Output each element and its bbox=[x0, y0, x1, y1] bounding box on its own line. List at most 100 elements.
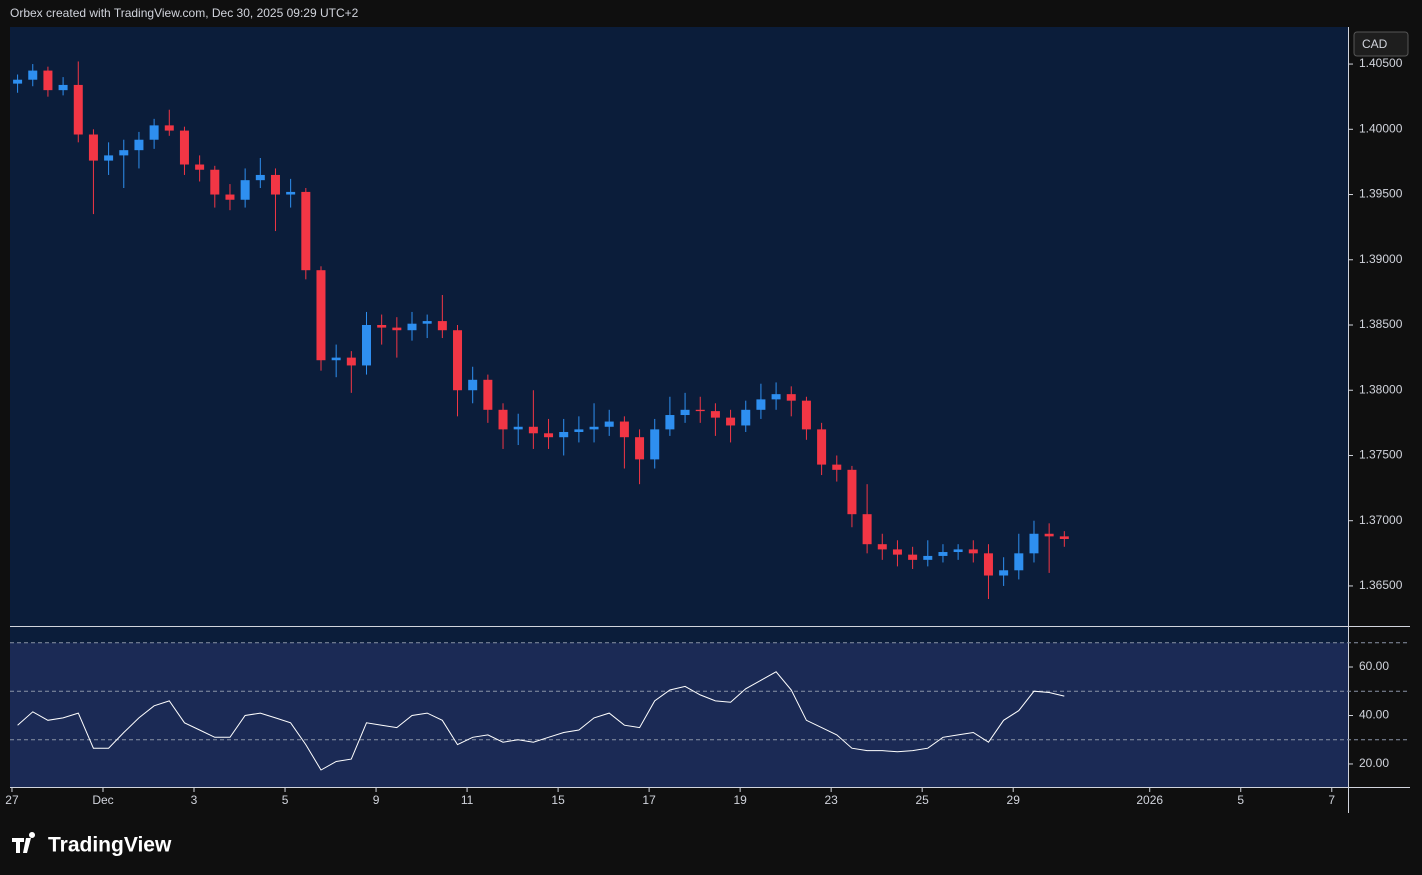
candle-body bbox=[544, 433, 554, 438]
candle-body bbox=[619, 421, 629, 438]
candle-body bbox=[468, 379, 478, 391]
candle-body bbox=[210, 169, 220, 195]
y-tick-label: 1.38500 bbox=[1359, 317, 1403, 331]
candle-body bbox=[43, 70, 53, 91]
candle-body bbox=[574, 429, 584, 432]
candle-body bbox=[908, 554, 918, 560]
candle-body bbox=[316, 270, 326, 361]
candle-body bbox=[331, 357, 341, 361]
candle-body bbox=[983, 553, 993, 576]
x-tick-label: 11 bbox=[461, 793, 474, 807]
candle-body bbox=[968, 549, 978, 554]
x-tick-label: 29 bbox=[1007, 793, 1021, 807]
candle-body bbox=[1044, 533, 1054, 537]
candle-body bbox=[88, 134, 98, 161]
candle-body bbox=[680, 409, 690, 416]
candle-body bbox=[437, 321, 447, 331]
candle-body bbox=[377, 324, 387, 328]
header: Orbex created with TradingView.com, Dec … bbox=[10, 6, 359, 20]
y-tick-label: 1.39000 bbox=[1359, 252, 1403, 266]
x-tick-label: 17 bbox=[642, 793, 656, 807]
logo-icon bbox=[12, 831, 36, 853]
candle-body bbox=[877, 544, 887, 550]
candle-body bbox=[665, 415, 675, 430]
candle-body bbox=[847, 469, 857, 515]
rsi-line bbox=[17, 671, 1065, 771]
candle-body bbox=[710, 411, 720, 418]
rsi-band bbox=[10, 642, 1348, 787]
candle-body bbox=[999, 570, 1009, 576]
candle-body bbox=[1014, 553, 1024, 571]
x-tick-label: 15 bbox=[551, 793, 565, 807]
candle-body bbox=[270, 174, 280, 195]
x-tick-label: 3 bbox=[191, 793, 198, 807]
candle-body bbox=[892, 549, 902, 555]
candle-body bbox=[58, 84, 68, 91]
candle-body bbox=[953, 549, 963, 553]
currency-button[interactable] bbox=[1353, 31, 1409, 57]
candle-body bbox=[195, 164, 205, 170]
candle-body bbox=[301, 191, 311, 271]
candle-body bbox=[119, 150, 129, 156]
candle-body bbox=[361, 324, 371, 366]
candle-body bbox=[13, 79, 23, 84]
candle-body bbox=[104, 155, 114, 161]
y-tick-label: 1.40000 bbox=[1359, 121, 1403, 135]
candle-body bbox=[923, 555, 933, 560]
candle-body bbox=[1029, 533, 1039, 554]
candle-body bbox=[862, 514, 872, 545]
candle-body bbox=[1059, 536, 1069, 539]
candle-body bbox=[589, 426, 599, 430]
y-tick-label: 60.00 bbox=[1359, 659, 1389, 673]
candle-body bbox=[149, 125, 159, 140]
plot: 27 Dec 3 5 9 11 15 17 19 23 25 29 2026 5 7 1.36500 1.370… bbox=[5, 56, 1410, 807]
price-pane bbox=[10, 27, 1348, 626]
candle-body bbox=[726, 417, 736, 426]
candle-body bbox=[407, 323, 417, 331]
candle-body bbox=[179, 130, 189, 165]
x-tick-label: 7 bbox=[1328, 793, 1335, 807]
candle-body bbox=[801, 400, 811, 430]
candle-body bbox=[73, 84, 83, 135]
x-tick-label: 9 bbox=[373, 793, 380, 807]
x-tick-label: 25 bbox=[915, 793, 929, 807]
candle-body bbox=[832, 464, 842, 470]
candle-body bbox=[422, 321, 432, 324]
candle-body bbox=[756, 399, 766, 410]
x-tick-label: 2026 bbox=[1136, 793, 1163, 807]
candle-body bbox=[695, 409, 705, 412]
candle-body bbox=[741, 409, 751, 426]
candle-body bbox=[604, 421, 614, 427]
x-tick-label: 27 bbox=[5, 793, 19, 807]
candle-body bbox=[346, 357, 356, 366]
y-tick-label: 20.00 bbox=[1359, 756, 1389, 770]
y-tick-label: 1.37000 bbox=[1359, 513, 1403, 527]
candle-body bbox=[240, 180, 250, 200]
candle-body bbox=[28, 70, 38, 80]
y-tick-label: 40.00 bbox=[1359, 708, 1389, 722]
currency-label: CAD bbox=[1362, 37, 1388, 51]
x-tick-label: 23 bbox=[824, 793, 838, 807]
candle-body bbox=[817, 429, 827, 465]
candle-body bbox=[938, 552, 948, 556]
y-tick-label: 1.40500 bbox=[1359, 56, 1403, 70]
x-tick-label: 5 bbox=[282, 793, 289, 807]
logo-text: TradingView bbox=[48, 834, 172, 857]
candle-body bbox=[164, 125, 174, 131]
candle-body bbox=[498, 409, 508, 430]
candle-body bbox=[771, 394, 781, 400]
candle-body bbox=[453, 330, 463, 391]
candle-body bbox=[255, 174, 265, 181]
logo: TradingView bbox=[12, 831, 172, 857]
y-tick-label: 1.36500 bbox=[1359, 578, 1403, 592]
candle-body bbox=[528, 426, 538, 434]
candle-body bbox=[134, 139, 144, 151]
y-tick-label: 1.37500 bbox=[1359, 448, 1403, 462]
candle-body bbox=[392, 327, 402, 331]
candle-body bbox=[286, 191, 296, 195]
candle-body bbox=[650, 429, 660, 460]
candle-body bbox=[513, 426, 523, 430]
y-tick-label: 1.38000 bbox=[1359, 382, 1403, 396]
